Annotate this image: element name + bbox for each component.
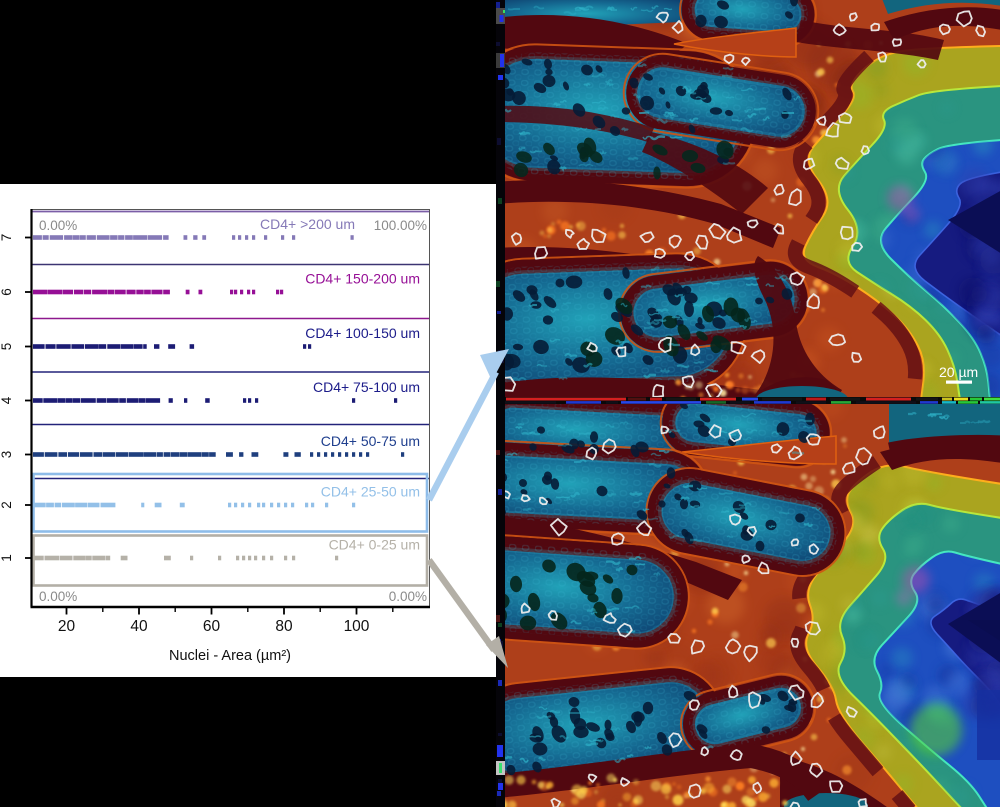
- svg-text:CD4+ 0-25 um: CD4+ 0-25 um: [329, 537, 420, 553]
- svg-text:1: 1: [0, 554, 14, 562]
- svg-text:100: 100: [344, 618, 370, 635]
- svg-text:CD4+ 50-75 um: CD4+ 50-75 um: [321, 433, 420, 449]
- svg-text:20: 20: [58, 618, 76, 635]
- svg-text:CD4+ 100-150 um: CD4+ 100-150 um: [305, 325, 420, 341]
- svg-text:7: 7: [0, 234, 14, 242]
- svg-text:0.00%: 0.00%: [389, 589, 427, 604]
- svg-text:Nuclei - Area (µm²): Nuclei - Area (µm²): [169, 648, 291, 664]
- svg-text:CD4+ 25-50 um: CD4+ 25-50 um: [321, 484, 420, 500]
- svg-text:4: 4: [0, 396, 14, 404]
- svg-text:2: 2: [0, 501, 14, 509]
- svg-text:0.00%: 0.00%: [39, 589, 77, 604]
- svg-text:0.00%: 0.00%: [39, 218, 77, 233]
- svg-text:3: 3: [0, 451, 14, 459]
- svg-text:CD4+ >200 um: CD4+ >200 um: [260, 216, 355, 232]
- svg-text:6: 6: [0, 288, 14, 296]
- svg-text:80: 80: [275, 618, 293, 635]
- svg-text:CD4+ 150-200 um: CD4+ 150-200 um: [305, 271, 420, 287]
- svg-text:100.00%: 100.00%: [374, 218, 427, 233]
- svg-text:60: 60: [203, 618, 221, 635]
- svg-text:CD4+ 75-100 um: CD4+ 75-100 um: [313, 379, 420, 395]
- svg-text:40: 40: [130, 618, 148, 635]
- svg-text:20 µm: 20 µm: [939, 364, 978, 380]
- svg-text:5: 5: [0, 343, 14, 351]
